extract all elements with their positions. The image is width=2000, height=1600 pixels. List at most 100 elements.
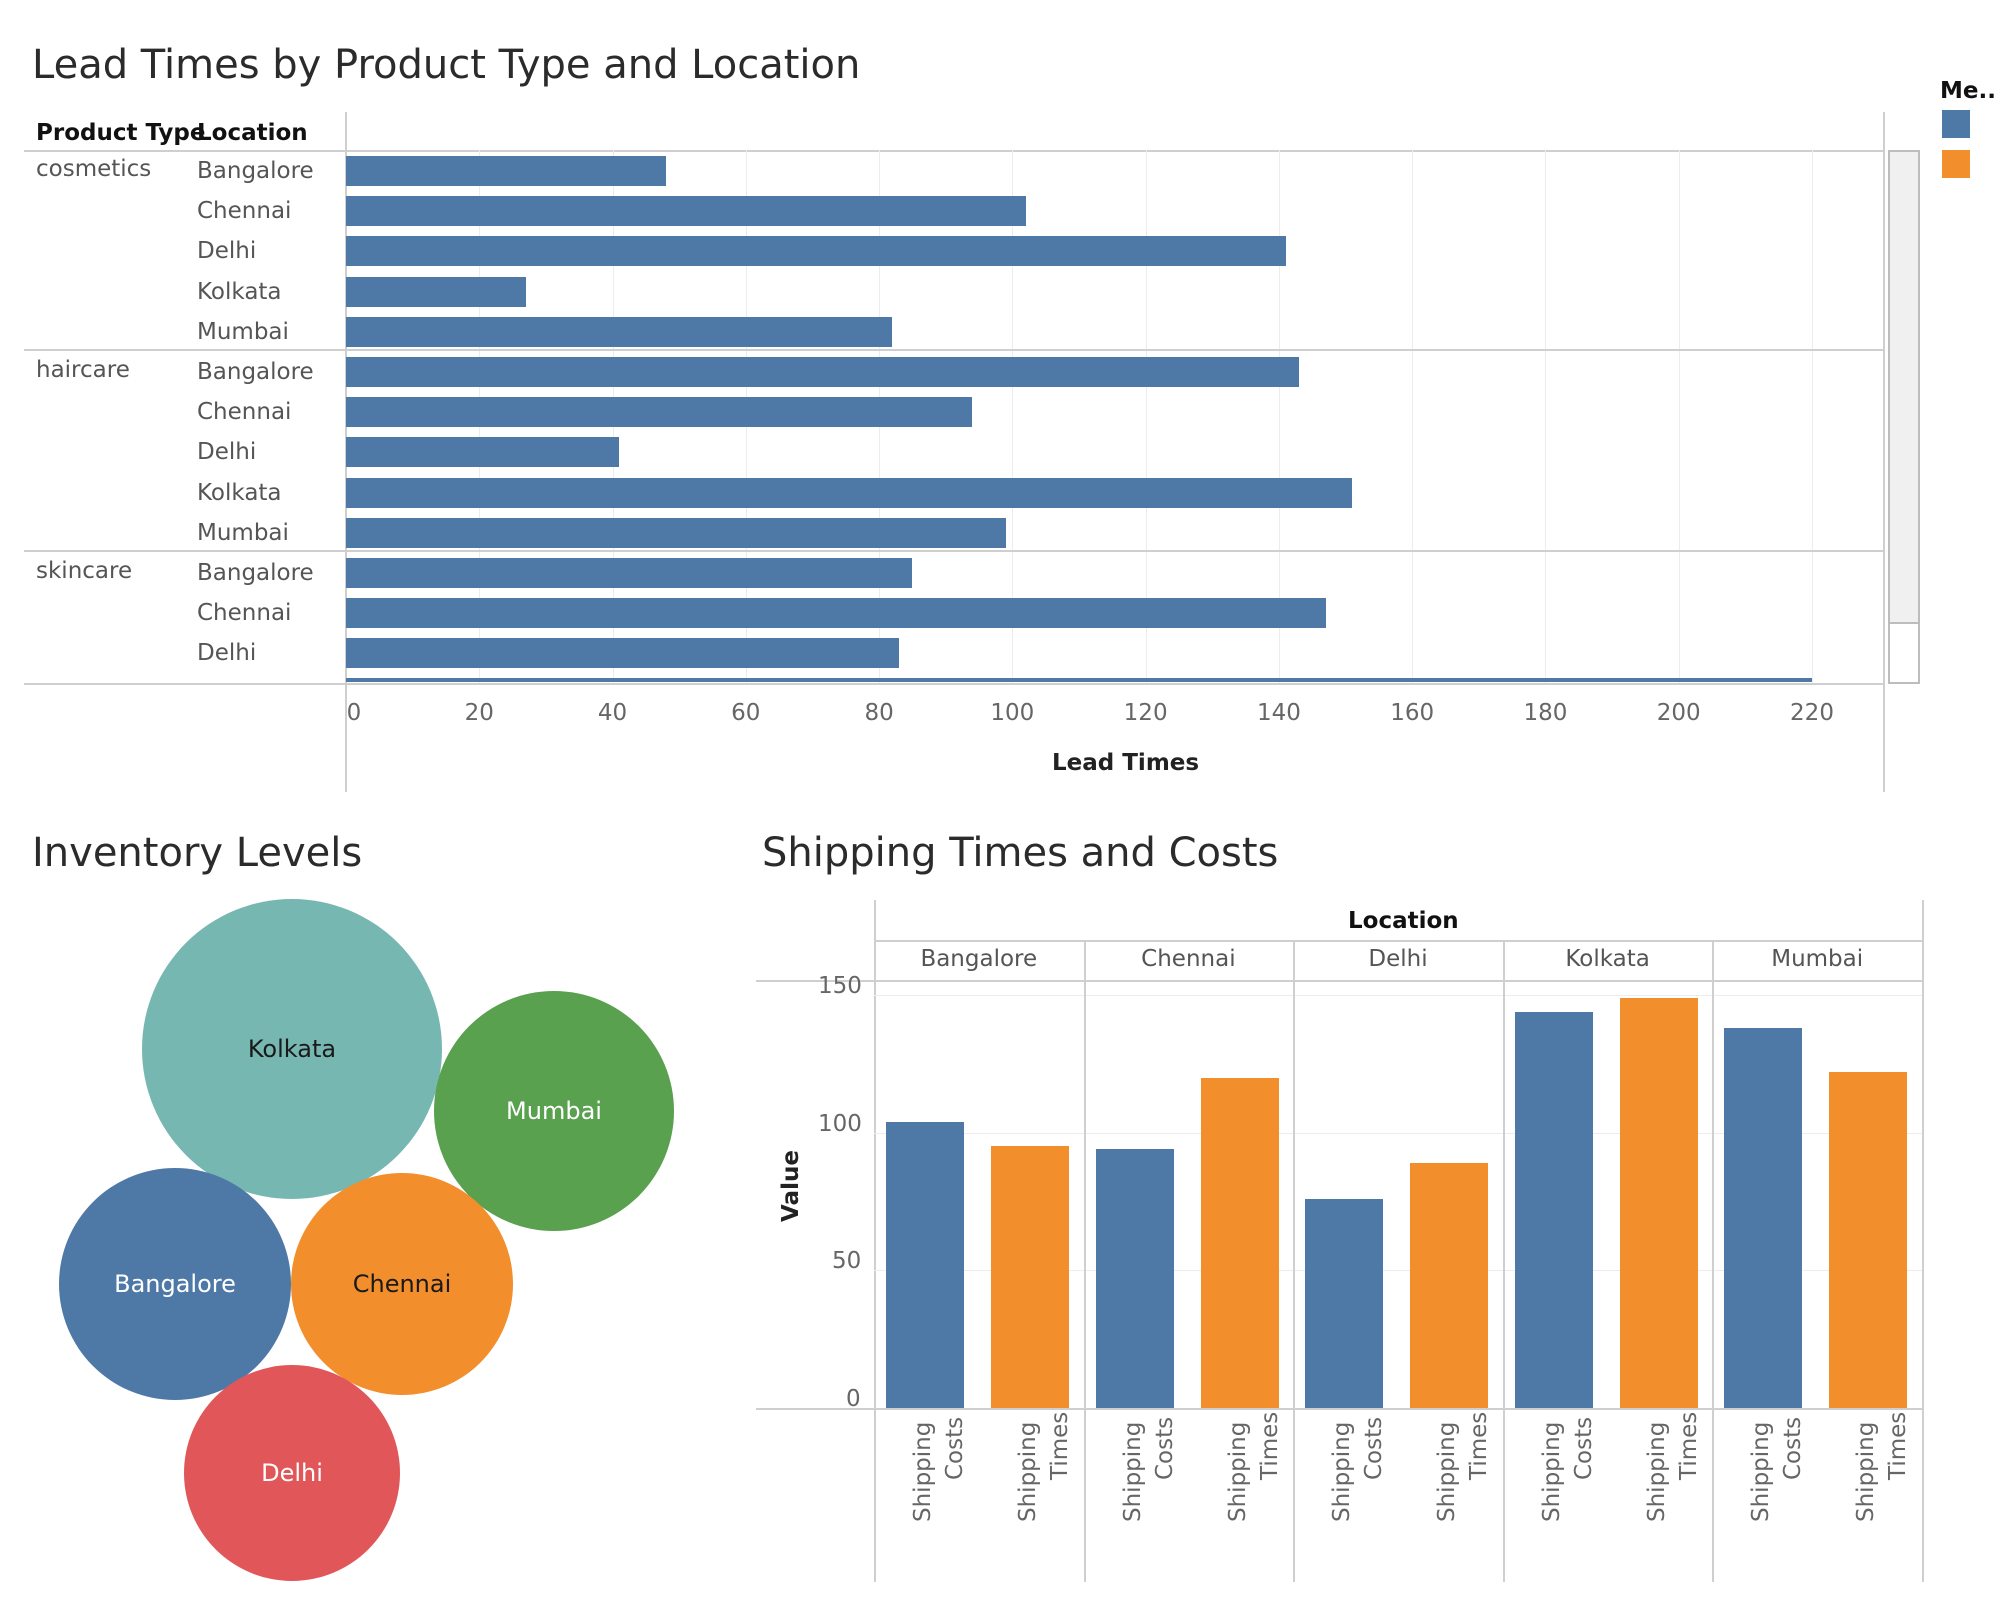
ship-location-header: Bangalore [920, 946, 1038, 972]
ship-bar-times[interactable] [1619, 997, 1698, 1408]
header-location: Location [197, 120, 308, 146]
ship-grid-line [874, 995, 1922, 996]
ship-bar-times[interactable] [1829, 1072, 1908, 1408]
lead-time-bar[interactable] [346, 477, 1353, 508]
lead-scrollbar-thumb[interactable] [1890, 622, 1918, 682]
chart-bottom-line [24, 683, 1884, 685]
measure-label: Shipping [1643, 1421, 1670, 1522]
ship-bar-costs[interactable] [886, 1121, 964, 1408]
y-tick-label: 100 [818, 1110, 862, 1137]
x-tick-label: 0 [346, 700, 362, 726]
bubble-kolkata[interactable]: Kolkata [142, 899, 442, 1199]
location-label: Delhi [197, 640, 257, 667]
grid-line [1545, 150, 1547, 683]
ship-right-border [1922, 900, 1924, 1582]
lead-time-bar[interactable] [346, 598, 1326, 629]
location-label: Kolkata [197, 278, 282, 305]
x-tick-label: 100 [990, 700, 1035, 726]
ship-bar-costs[interactable] [1095, 1149, 1174, 1408]
ship-column-divider [1712, 940, 1715, 1582]
x-tick-label: 120 [1123, 700, 1168, 726]
lead-time-bar[interactable] [346, 276, 526, 307]
grid-line [1145, 150, 1147, 683]
location-label: Chennai [197, 399, 292, 426]
ship-axis-line [874, 900, 876, 1582]
legend-swatch-times[interactable] [1942, 150, 1970, 178]
group-divider [24, 349, 1884, 351]
right-border [1883, 112, 1885, 792]
ship-bar-times[interactable] [1410, 1162, 1489, 1408]
location-label: Kolkata [197, 479, 282, 506]
group-divider [24, 550, 1884, 552]
ship-bar-costs[interactable] [1514, 1011, 1593, 1408]
measure-label: Shipping [1119, 1421, 1146, 1522]
lead-time-bar[interactable] [346, 357, 1299, 387]
y-tick-label: 150 [818, 973, 862, 999]
legend-swatch-costs[interactable] [1942, 110, 1970, 138]
measure-label: Costs [1780, 1416, 1807, 1480]
bubble-delhi[interactable]: Delhi [184, 1365, 400, 1581]
product-type-label: haircare [36, 357, 130, 383]
product-type-label: cosmetics [36, 156, 152, 182]
measure-label: Costs [1361, 1416, 1388, 1480]
measure-label: Times [1885, 1411, 1912, 1480]
location-label: Bangalore [197, 560, 314, 586]
x-tick-label: 200 [1656, 700, 1701, 726]
x-tick-label: 140 [1256, 700, 1301, 726]
ship-column-divider [1083, 940, 1086, 1582]
lead-time-bar[interactable] [346, 236, 1286, 267]
lead-time-bar[interactable] [346, 196, 1026, 227]
legend-title: Me.. [1940, 78, 1996, 104]
ship-column-divider [1502, 940, 1505, 1582]
measure-label: Times [1675, 1411, 1702, 1480]
ship-bar-times[interactable] [991, 1146, 1069, 1408]
measure-label: Shipping [910, 1421, 936, 1522]
lead-time-bar[interactable] [346, 558, 913, 588]
bubble-chennai[interactable]: Chennai [291, 1173, 513, 1395]
location-label: Bangalore [197, 359, 314, 385]
ship-plot-top [756, 980, 1922, 982]
location-label: Mumbai [197, 318, 289, 345]
lead-time-bar[interactable] [346, 316, 893, 347]
location-label: Bangalore [197, 158, 314, 184]
ship-grid-line [874, 1132, 1922, 1134]
lead-time-bar-partial[interactable] [346, 678, 1812, 682]
lead-scrollbar[interactable] [1888, 150, 1920, 684]
header-product-type: Product Type [36, 120, 206, 146]
grid-line [1012, 150, 1014, 683]
lead-times-title: Lead Times by Product Type and Location [32, 42, 861, 88]
grid-line [1678, 150, 1680, 683]
lead-time-bar[interactable] [346, 397, 973, 428]
y-tick-label: 50 [832, 1248, 862, 1275]
ship-location-header: Delhi [1368, 946, 1428, 972]
x-axis-title: Lead Times [1052, 750, 1200, 776]
ship-plot-bottom [756, 1408, 1922, 1410]
ship-header-divider [874, 940, 1922, 942]
x-tick-label: 160 [1390, 700, 1435, 726]
measure-label: Shipping [1015, 1421, 1041, 1522]
x-tick-label: 60 [731, 700, 761, 726]
lead-time-bar[interactable] [346, 156, 666, 186]
lead-time-bar[interactable] [346, 437, 620, 468]
ship-bar-times[interactable] [1200, 1077, 1279, 1408]
grid-line [1412, 150, 1414, 683]
ship-location-header: Chennai [1141, 946, 1236, 972]
measure-label: Shipping [1538, 1421, 1565, 1522]
lead-time-bar[interactable] [346, 638, 900, 669]
inventory-levels-title: Inventory Levels [32, 830, 363, 876]
ship-location-header: Kolkata [1565, 946, 1650, 972]
shipping-title: Shipping Times and Costs [762, 830, 1279, 876]
y-axis-title: Value [778, 1150, 804, 1222]
header-divider [24, 150, 1884, 152]
measure-label: Shipping [1434, 1421, 1461, 1522]
ship-column-divider [1293, 940, 1296, 1582]
measure-label: Costs [1570, 1416, 1597, 1480]
location-label: Chennai [197, 198, 292, 225]
ship-bar-costs[interactable] [1305, 1198, 1384, 1408]
ship-bar-costs[interactable] [1724, 1028, 1803, 1408]
bubble-mumbai[interactable]: Mumbai [434, 991, 674, 1231]
bubble-bangalore[interactable]: Bangalore [59, 1168, 291, 1400]
lead-time-bar[interactable] [346, 517, 1006, 548]
location-label: Delhi [197, 439, 257, 466]
measure-label: Costs [942, 1416, 968, 1480]
